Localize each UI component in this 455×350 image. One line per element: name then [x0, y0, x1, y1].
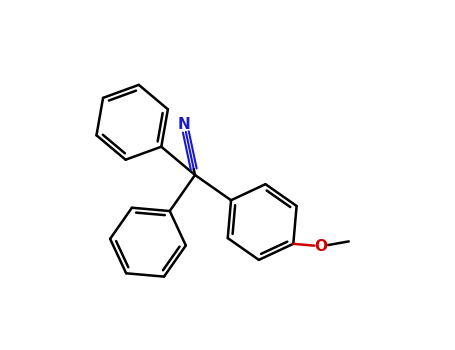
Text: N: N [178, 117, 191, 132]
Text: O: O [315, 239, 328, 254]
